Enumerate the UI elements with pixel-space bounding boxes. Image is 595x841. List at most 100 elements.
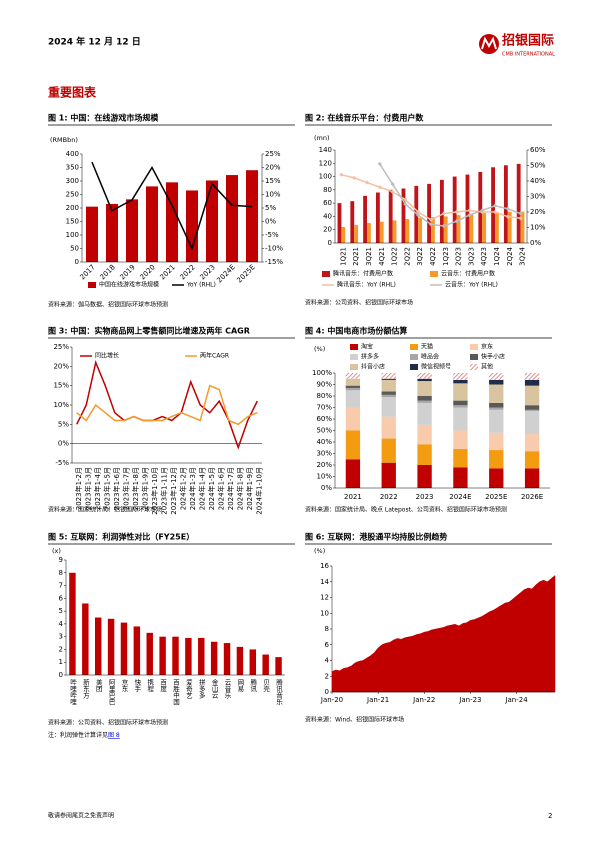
bar — [503, 165, 508, 243]
y-tick-label: 20% — [53, 362, 69, 370]
bar-segment — [489, 402, 504, 408]
y-tick-label: 5% — [265, 204, 276, 212]
y-tick-label: 5% — [58, 420, 69, 428]
source-note: 资料来源：Wind、招银国际环球市场 — [305, 716, 404, 724]
bar — [465, 174, 470, 243]
y-tick-label: 40 — [323, 212, 332, 220]
y-tick-label: 50% — [316, 427, 332, 435]
x-tick-label: 2025E — [485, 493, 507, 501]
x-tick-label: 金山云 — [210, 678, 218, 700]
x-tick-label: 2023年1-11月 — [159, 467, 168, 515]
bar — [439, 179, 444, 243]
y-tick-label: 15% — [53, 382, 69, 390]
x-tick-label: 3Q24 — [519, 246, 527, 265]
bar — [86, 206, 98, 262]
bar-segment — [345, 459, 361, 488]
bar-segment — [345, 373, 361, 379]
footnote-link[interactable]: 图 8 — [108, 732, 120, 739]
bar-segment — [453, 383, 468, 401]
x-tick-label: 2023年1-5月 — [102, 467, 111, 510]
y-tick-label: 7 — [59, 582, 63, 590]
y-tick-label: 250 — [66, 191, 79, 199]
y-tick-label: 0 — [75, 258, 79, 266]
x-tick-label: 京东 — [120, 678, 128, 693]
bar — [367, 223, 371, 243]
y-tick-label: 20% — [316, 461, 332, 469]
line-marker — [518, 216, 523, 221]
x-tick-label: 4Q23 — [480, 247, 488, 266]
bar-segment — [453, 379, 468, 384]
y-tick-label: 2 — [325, 672, 329, 680]
y-tick-label: 25% — [53, 343, 69, 351]
x-tick-label: 2021 — [344, 493, 362, 501]
bar-segment — [345, 407, 361, 431]
y-tick-label: 0% — [265, 218, 276, 226]
line — [76, 384, 258, 426]
x-tick-label: 2024E — [449, 493, 471, 501]
logo-mark — [481, 36, 497, 50]
legend-label: 快手小店 — [481, 353, 505, 361]
x-tick-label: 2023年1-12月 — [169, 467, 178, 515]
y-tick-label: 60 — [323, 199, 332, 207]
line-marker — [505, 214, 510, 219]
x-tick-label: 爱奇艺 — [184, 679, 192, 699]
bar-segment — [524, 468, 540, 488]
bar — [507, 211, 512, 243]
bar-segment — [381, 373, 396, 379]
legend-label: 云音乐：付费用户数 — [441, 270, 495, 278]
bar — [106, 203, 118, 262]
line-marker — [377, 161, 382, 167]
bar-segment — [489, 384, 504, 403]
bar-segment — [524, 433, 540, 452]
bar — [206, 180, 218, 262]
y-tick-label: 20% — [265, 164, 281, 172]
legend-label: 其他 — [481, 363, 493, 371]
x-tick-label: 2Q21 — [352, 247, 360, 266]
y-tick-label: 4 — [59, 620, 64, 628]
y-tick-label: 10 — [320, 609, 329, 617]
x-tick-label: 美团 — [94, 678, 102, 694]
page-number: 2 — [548, 812, 552, 820]
y-tick-label: 0 — [59, 671, 63, 679]
bar-segment — [345, 390, 361, 408]
logo-text: 招银国际 — [502, 33, 554, 49]
x-tick-label: 2022 — [179, 263, 197, 281]
bar — [69, 572, 76, 675]
line-marker — [403, 202, 408, 207]
bar — [166, 182, 178, 262]
x-tick-label: 1Q23 — [442, 247, 450, 266]
x-tick-label: 拼多多 — [197, 678, 205, 700]
x-tick-label: Jan-22 — [412, 696, 435, 704]
bar-segment — [345, 385, 361, 388]
y-axis-label: (%) — [314, 547, 325, 555]
x-tick-label: 贝壳 — [262, 679, 270, 694]
x-tick-label: 网易 — [236, 679, 244, 694]
legend-swatch — [410, 344, 418, 350]
bar — [249, 649, 257, 675]
x-tick-label: 百度 — [159, 679, 167, 694]
y-tick-label: 0 — [325, 688, 329, 696]
y-tick-label: 350 — [66, 164, 79, 172]
x-tick-label: 2017 — [79, 263, 97, 281]
line — [76, 359, 258, 450]
bar-segment — [381, 379, 396, 392]
bar — [186, 190, 198, 262]
bar — [126, 199, 138, 262]
bar — [354, 225, 359, 243]
y-tick-label: 10% — [53, 401, 69, 409]
line-marker — [352, 175, 357, 181]
bar-segment — [417, 373, 432, 379]
y-tick-label: 0% — [58, 440, 69, 448]
x-tick-label: 2023年1-6月 — [112, 467, 121, 510]
figure-title: 图 4: 中国电商市场份额估算 — [305, 326, 407, 336]
y-tick-label: 100 — [66, 231, 79, 239]
bar-segment — [381, 394, 396, 398]
y-tick-label: 8 — [325, 625, 329, 633]
bar-segment — [489, 379, 504, 385]
y-tick-label: 10% — [265, 191, 281, 199]
line-marker — [377, 185, 382, 190]
line-marker — [518, 211, 523, 216]
legend-label: 腾讯音乐：YoY (RHL) — [337, 281, 396, 289]
figure-title: 图 2: 在线音乐平台：付费用户数 — [305, 113, 424, 123]
